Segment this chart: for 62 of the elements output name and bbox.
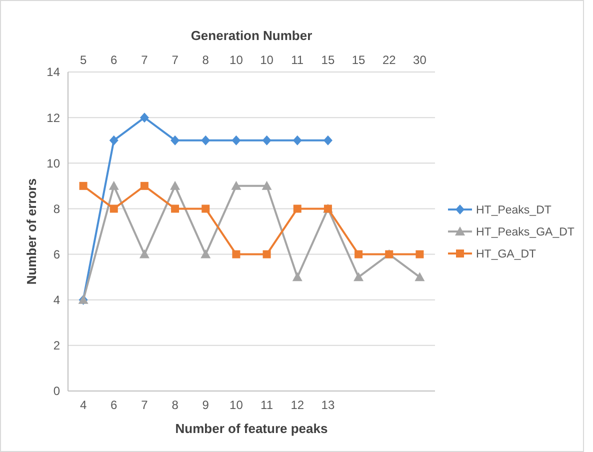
point [110,204,118,213]
legend-label: HT_GA_DT [476,248,536,261]
point [323,135,332,146]
text: 15 [352,53,366,67]
point [231,180,242,190]
x-tick-label: 11 [260,398,274,412]
x-tick-label: 13 [321,398,335,412]
x-tick-label: 7 [141,398,148,412]
point [108,180,119,190]
point [109,135,118,146]
y-tick-label: 0 [53,384,60,398]
x-tick-label: 4 [80,398,87,412]
text: 10 [230,53,244,67]
y-tick-label: 2 [53,338,60,353]
point [354,250,363,258]
legend-label: HT_Peaks_DT [476,204,552,217]
x-tick-label: 9 [202,398,210,412]
point [232,135,241,146]
point [293,204,302,213]
text: 10 [260,53,274,67]
point [170,135,180,146]
point [232,250,240,258]
x-tick-label: 6 [110,398,118,412]
point [262,135,272,146]
point [201,135,210,146]
x-axis-title: Number of feature peaks [175,421,328,436]
y-tick-label: 6 [53,247,60,262]
x2-axis-title: Generation Number [190,28,312,43]
point [414,272,425,282]
legend-label: HT_Peaks_GA_DT [476,226,574,239]
x-tick-label: 12 [290,398,304,412]
point [292,272,302,282]
y-tick-label: 8 [53,202,60,216]
x-tick-label: 8 [172,398,179,412]
x-tick-label: 10 [230,398,244,412]
point [170,180,180,190]
text: 7 [141,53,148,67]
point [200,249,211,258]
text: 11 [291,53,304,67]
text: 30 [413,53,427,67]
y-axis-title: Number of errors [24,178,39,285]
point [171,204,180,213]
y-tick-label: 12 [46,110,60,125]
y-tick-label: 10 [46,156,60,170]
point [416,250,424,258]
point [139,249,150,258]
point [262,250,271,258]
point [79,182,88,190]
point [262,180,272,190]
point [292,135,302,146]
text: 8 [202,53,210,67]
y-tick-label: 4 [53,293,60,308]
text: 7 [172,53,179,67]
text: 22 [382,53,396,67]
text: 6 [110,53,118,67]
text: 5 [80,53,87,67]
point [354,272,364,282]
point [202,204,210,213]
point [140,112,149,123]
y-tick-label: 14 [46,65,60,80]
text: 15 [321,53,335,67]
point [140,182,148,190]
